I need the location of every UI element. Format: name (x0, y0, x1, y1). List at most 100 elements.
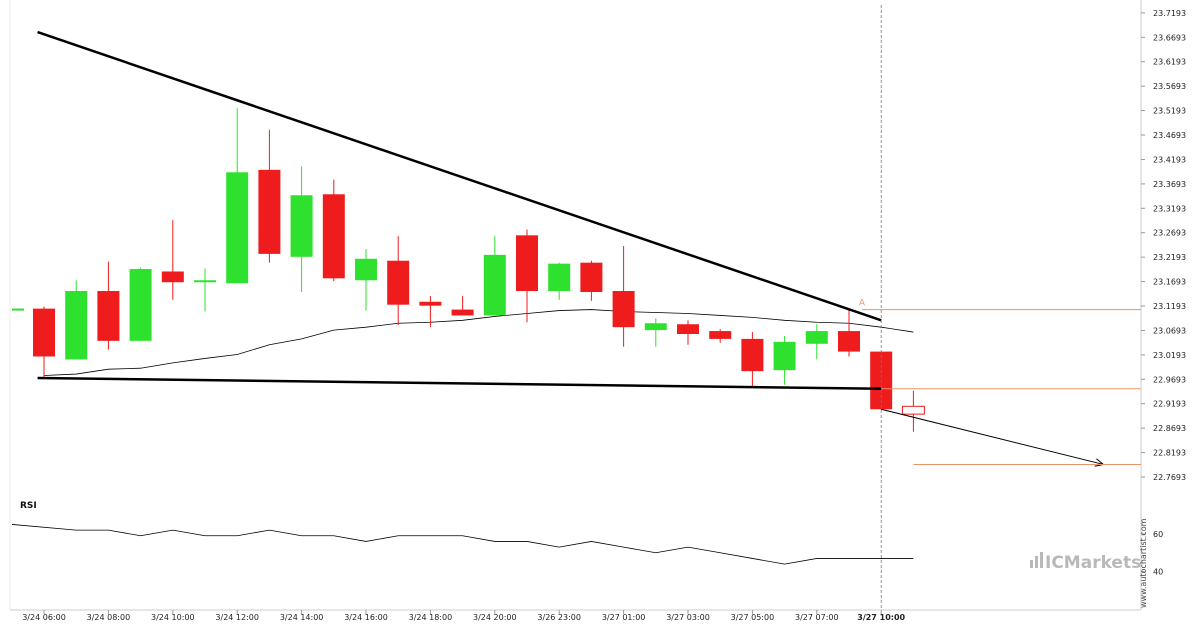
candle-body (419, 301, 442, 306)
brand-logo-icon (1030, 552, 1043, 568)
candle (838, 309, 860, 357)
candle (580, 260, 603, 301)
rsi-label: RSI (20, 501, 37, 511)
time-axis: 3/24 06:00 3/24 08:00 3/24 10:00 3/24 12:00… (22, 610, 906, 622)
candle-body (451, 309, 474, 316)
candle-body (483, 254, 506, 316)
triangle-pattern: A (37, 5, 1141, 610)
time-tick-label: 3/27 10:00 (857, 613, 905, 622)
time-tick-label: 3/24 16:00 (344, 613, 388, 622)
candle-body (580, 262, 603, 292)
time-tick-label: 3/24 20:00 (473, 613, 517, 622)
rsi-tick-label: 60 (1153, 530, 1163, 539)
rsi-tick-label: 40 (1153, 568, 1163, 577)
candle-body (548, 263, 571, 292)
candle (612, 246, 635, 347)
rsi-line (11, 524, 914, 565)
time-tick-label: 3/26 23:00 (537, 613, 581, 622)
time-tick-label: 3/24 12:00 (215, 613, 259, 622)
candles (12, 108, 925, 432)
candle (322, 179, 345, 282)
resistance-line (37, 30, 882, 322)
candle (387, 236, 410, 326)
candle (677, 320, 699, 345)
candle (65, 280, 88, 360)
candle-body (805, 331, 828, 344)
candle (355, 249, 377, 311)
price-tick-label: 23.3693 (1153, 180, 1186, 189)
source-url: www.autochartist.com (1139, 518, 1148, 608)
time-tick-label: 3/27 05:00 (731, 613, 775, 622)
price-tick-label: 23.6693 (1153, 33, 1186, 42)
candle (194, 268, 216, 312)
chart-axes: 23.7193 23.6693 23.6193 23.5693 23.5193 23.46… (9, 0, 1186, 611)
candle (419, 295, 442, 328)
pattern-point-label: A (859, 299, 866, 309)
candle (483, 236, 506, 316)
time-tick-label: 3/27 01:00 (602, 613, 646, 622)
candle-body (677, 324, 699, 335)
candle-body (33, 308, 55, 357)
candle-body (901, 405, 925, 415)
candle-body (322, 194, 345, 279)
candle (901, 390, 925, 432)
time-tick-label: 3/24 18:00 (409, 613, 453, 622)
time-tick-label: 3/27 03:00 (666, 613, 710, 622)
candle-body (644, 323, 667, 331)
candle (33, 306, 55, 379)
price-tick-label: 23.1693 (1153, 278, 1186, 287)
price-tick-label: 23.0693 (1153, 326, 1186, 335)
forecast-arrow-line (881, 408, 1104, 465)
candle (129, 267, 152, 341)
candle-body (741, 338, 764, 372)
price-tick-label: 22.9193 (1153, 400, 1186, 409)
candle (741, 332, 764, 387)
candle-body (65, 291, 88, 360)
candle-body (709, 331, 732, 339)
candle (773, 335, 796, 385)
candle-body (387, 260, 410, 305)
price-tick-label: 23.5193 (1153, 107, 1186, 116)
candle-body (129, 269, 152, 341)
candle (516, 229, 538, 323)
price-tick-label: 22.8693 (1153, 424, 1186, 433)
candle-body (290, 195, 313, 257)
time-tick-label: 3/27 07:00 (795, 613, 839, 622)
price-tick-label: 23.7193 (1153, 9, 1186, 18)
watermark: ICMarkets www.autochartist.com (1030, 518, 1148, 608)
candle (97, 261, 120, 350)
candle-body (258, 169, 281, 254)
candle-body (226, 172, 249, 284)
candle-body (773, 341, 796, 371)
candle (226, 108, 249, 284)
candle (161, 220, 184, 300)
moving-average (43, 309, 914, 376)
candle-body (838, 331, 860, 352)
price-tick-label: 23.4193 (1153, 155, 1186, 164)
price-tick-label: 22.7693 (1153, 473, 1186, 482)
time-tick-label: 3/24 06:00 (22, 613, 66, 622)
price-tick-label: 23.4693 (1153, 131, 1186, 140)
price-tick-label: 23.1193 (1153, 302, 1186, 311)
time-tick-label: 3/24 14:00 (280, 613, 324, 622)
candle (805, 324, 828, 360)
candle-body (355, 258, 377, 281)
candle (258, 129, 281, 263)
price-tick-label: 22.9693 (1153, 375, 1186, 384)
brand-name: ICMarkets (1045, 553, 1141, 573)
candle (451, 295, 474, 316)
price-tick-label: 23.6193 (1153, 58, 1186, 67)
candle (644, 318, 667, 347)
candle-body (97, 291, 120, 341)
price-tick-label: 23.5693 (1153, 82, 1186, 91)
candle-body (516, 235, 538, 292)
candle (709, 329, 732, 343)
time-tick-label: 3/24 08:00 (87, 613, 131, 622)
price-tick-label: 23.2193 (1153, 253, 1186, 262)
time-tick-label: 3/24 10:00 (151, 613, 195, 622)
price-tick-label: 23.2693 (1153, 229, 1186, 238)
price-tick-label: 23.3193 (1153, 204, 1186, 213)
candle-body (612, 291, 635, 328)
